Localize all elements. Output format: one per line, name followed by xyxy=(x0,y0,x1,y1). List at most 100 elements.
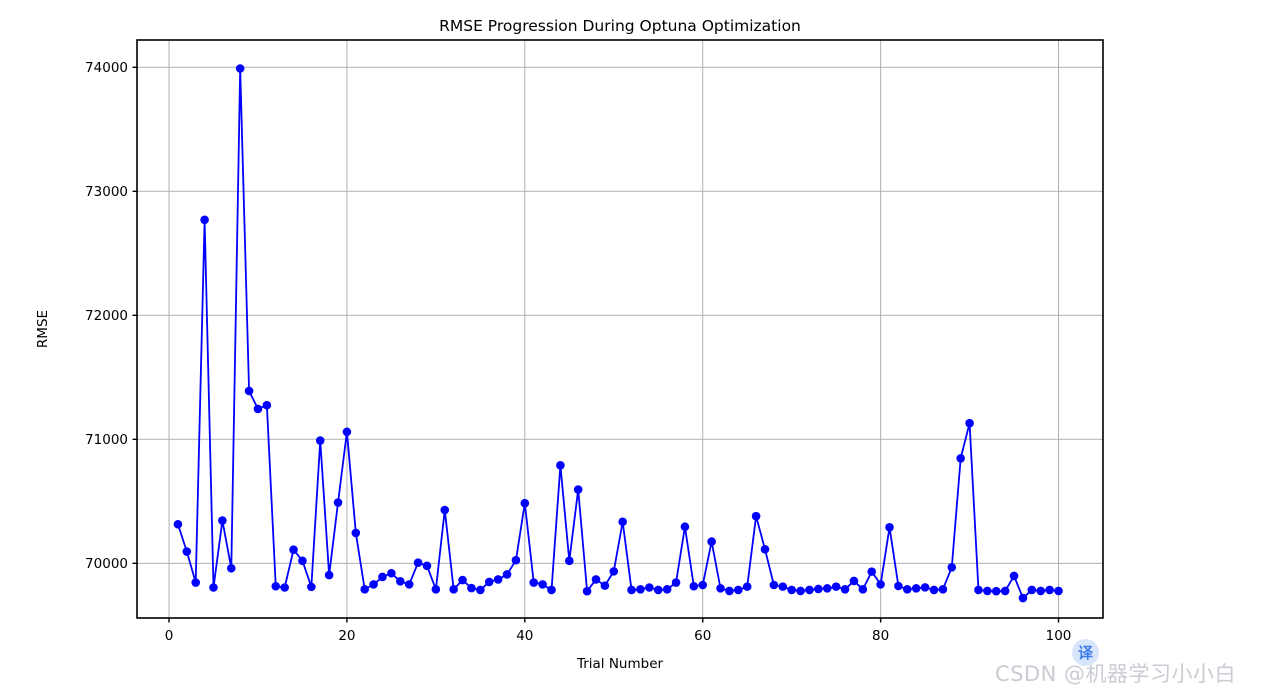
data-point-marker xyxy=(805,585,814,595)
data-point-marker xyxy=(867,567,877,576)
data-point-marker xyxy=(182,547,192,556)
data-point-marker xyxy=(556,461,565,470)
data-point-marker xyxy=(991,586,1001,596)
data-point-marker xyxy=(920,583,930,592)
data-point-marker xyxy=(431,585,441,594)
data-point-marker xyxy=(831,582,841,591)
data-point-marker xyxy=(849,576,859,586)
data-point-marker xyxy=(778,582,788,591)
translate-icon: 译 xyxy=(1077,644,1093,662)
data-point-marker xyxy=(298,556,307,566)
data-point-marker xyxy=(440,505,450,515)
data-point-marker xyxy=(342,427,352,437)
data-point-marker xyxy=(511,555,521,565)
x-tick-label: 80 xyxy=(872,628,889,644)
rmse-series-line xyxy=(177,67,1060,599)
data-point-marker xyxy=(591,575,601,584)
data-point-marker xyxy=(716,584,725,593)
data-point-marker xyxy=(315,436,325,445)
data-point-marker xyxy=(956,453,965,463)
data-point-marker xyxy=(947,562,957,572)
data-point-marker xyxy=(680,522,690,532)
data-point-marker xyxy=(911,584,921,593)
data-point-marker xyxy=(449,585,458,594)
watermark-text: CSDN @机器学习小小白 xyxy=(995,662,1237,686)
data-point-marker xyxy=(226,563,236,573)
y-tick-label: 72000 xyxy=(85,308,128,324)
y-tick-label: 70000 xyxy=(85,556,128,572)
plot-border xyxy=(136,39,1104,619)
data-point-marker xyxy=(395,576,405,586)
data-point-marker xyxy=(929,585,939,595)
data-point-marker xyxy=(271,581,281,591)
data-point-marker xyxy=(814,584,823,594)
data-point-marker xyxy=(627,585,636,595)
data-point-marker xyxy=(476,585,485,595)
data-point-marker xyxy=(983,586,992,596)
data-point-marker xyxy=(413,558,423,567)
data-point-marker xyxy=(751,511,761,521)
data-point-marker xyxy=(1054,586,1063,596)
data-point-marker xyxy=(698,580,708,590)
data-point-marker xyxy=(662,585,672,594)
data-point-marker xyxy=(582,586,592,596)
data-point-marker xyxy=(858,585,868,594)
data-point-marker xyxy=(484,577,494,587)
data-point-marker xyxy=(565,556,574,566)
data-point-marker xyxy=(876,580,885,589)
data-point-marker xyxy=(600,581,610,590)
data-point-marker xyxy=(796,586,805,596)
data-point-marker xyxy=(938,585,948,594)
data-point-marker xyxy=(1000,586,1010,596)
data-point-marker xyxy=(903,585,912,594)
data-point-marker xyxy=(742,582,752,591)
x-tick-label: 60 xyxy=(694,628,711,644)
data-point-marker xyxy=(894,581,903,591)
data-point-marker xyxy=(387,568,396,578)
data-point-marker xyxy=(200,215,209,225)
data-point-marker xyxy=(671,578,681,587)
data-point-marker xyxy=(191,578,201,587)
data-point-marker xyxy=(760,545,770,554)
data-point-marker xyxy=(609,567,619,576)
y-axis-label: RMSE xyxy=(35,310,51,348)
data-point-marker xyxy=(422,561,432,571)
data-point-marker xyxy=(689,581,699,591)
data-point-marker xyxy=(653,585,663,595)
data-point-marker xyxy=(209,583,218,592)
data-point-marker xyxy=(618,517,627,527)
data-layer xyxy=(173,64,1063,603)
x-axis-label: Trial Number xyxy=(576,656,664,672)
data-point-marker xyxy=(458,575,467,585)
data-point-marker xyxy=(529,578,539,587)
data-point-marker xyxy=(1036,586,1046,596)
data-point-marker xyxy=(253,404,263,414)
data-point-marker xyxy=(520,498,530,508)
data-point-marker xyxy=(885,523,894,532)
data-point-marker xyxy=(262,400,272,410)
grid-layer xyxy=(137,40,1103,618)
data-point-marker xyxy=(324,570,334,580)
data-point-marker xyxy=(538,580,547,589)
data-point-marker xyxy=(1045,585,1054,595)
data-point-marker xyxy=(822,584,832,593)
data-point-marker xyxy=(360,585,370,594)
x-tick-label: 0 xyxy=(165,628,174,644)
translate-badge[interactable]: 译 xyxy=(1072,639,1099,666)
x-tick-label: 100 xyxy=(1046,628,1072,644)
data-point-marker xyxy=(280,583,289,592)
data-point-marker xyxy=(547,585,556,595)
data-point-marker xyxy=(769,580,779,590)
data-point-marker xyxy=(965,418,974,428)
y-tick-label: 74000 xyxy=(85,60,128,76)
data-point-marker xyxy=(404,580,414,589)
data-point-marker xyxy=(235,64,245,73)
data-point-marker xyxy=(974,585,983,595)
data-point-marker xyxy=(840,585,850,594)
data-point-marker xyxy=(333,498,343,507)
axis-layer: 0 20 40 60 80 100 70000 71000 72000 73000 74000 xyxy=(85,39,1104,644)
data-point-marker xyxy=(244,386,254,396)
data-point-marker xyxy=(636,585,645,594)
